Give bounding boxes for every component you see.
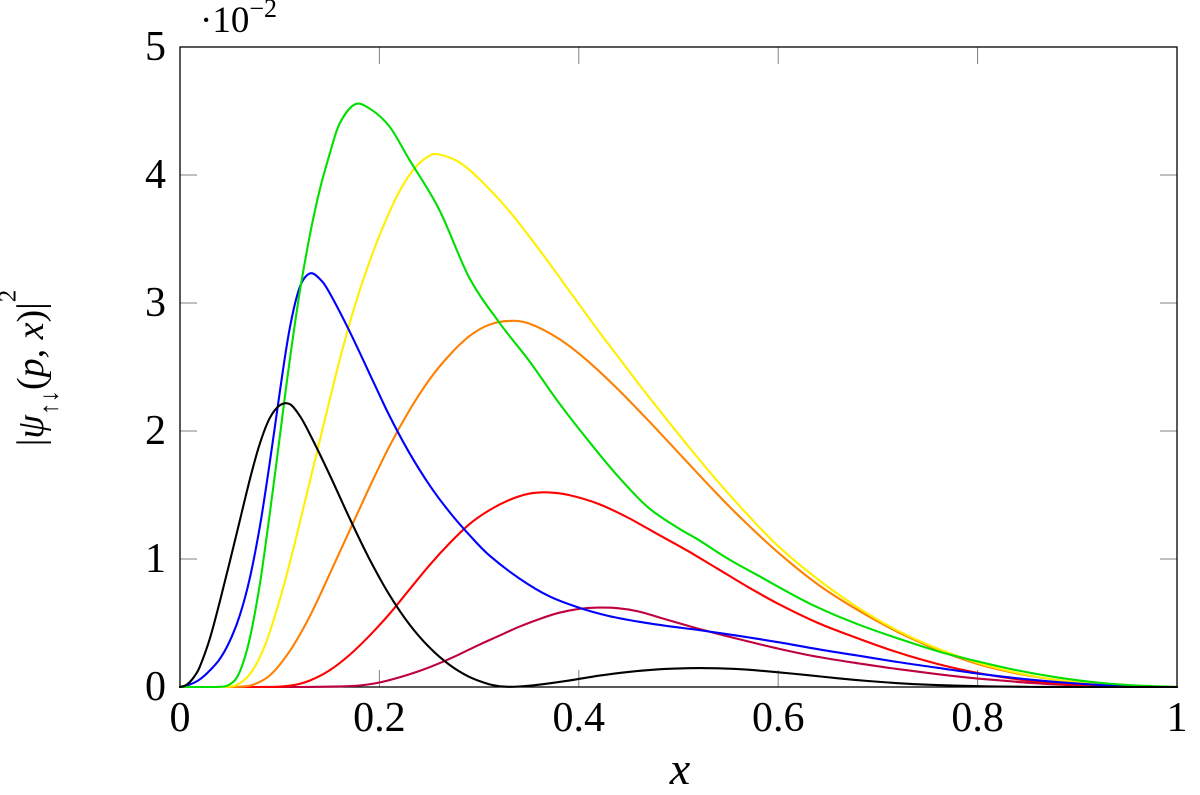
ylabel-exponent: 2 bbox=[0, 290, 21, 303]
multiplier-exponent: −2 bbox=[249, 0, 277, 23]
x-tick-label-1: 1 bbox=[1166, 695, 1188, 741]
ylabel-psi: ψ bbox=[10, 415, 53, 439]
y-tick-label-4: 4 bbox=[145, 152, 166, 198]
x-tick-label-0: 0 bbox=[169, 695, 191, 741]
ylabel-vars: p, x bbox=[10, 322, 53, 378]
ylabel-paren-open: ( bbox=[10, 377, 53, 391]
y-axis-multiplier: ·10−2 bbox=[200, 0, 277, 41]
y-tick-label-1: 1 bbox=[145, 536, 166, 582]
y-tick-label-2: 2 bbox=[145, 408, 166, 454]
ylabel-paren-close: )| bbox=[10, 302, 53, 323]
y-tick-label-5: 5 bbox=[145, 24, 166, 70]
x-tick-label-0.6: 0.6 bbox=[751, 695, 805, 741]
curve-red bbox=[178, 491, 1179, 689]
x-tick-label-0.2: 0.2 bbox=[353, 695, 406, 741]
curve-black bbox=[178, 402, 1179, 689]
y-tick-label-3: 3 bbox=[145, 280, 166, 326]
curve-yellow bbox=[178, 152, 1179, 689]
curve-orange bbox=[178, 319, 1179, 689]
curve-blue bbox=[178, 272, 1179, 689]
x-tick-label-0.8: 0.8 bbox=[951, 695, 1004, 741]
y-tick-label-0: 0 bbox=[145, 664, 166, 710]
curve-green bbox=[178, 102, 1179, 689]
ylabel-bar-open: | bbox=[10, 438, 53, 447]
multiplier-base: ·10 bbox=[200, 0, 250, 41]
curve-purple bbox=[178, 606, 1179, 689]
axis-frame bbox=[179, 46, 1178, 688]
x-axis-label: x bbox=[669, 743, 691, 794]
y-axis-label: |ψ↑↓(p, x)|2 bbox=[0, 290, 64, 447]
x-tick-label-0.4: 0.4 bbox=[552, 695, 606, 741]
ylabel-subscript: ↑↓ bbox=[36, 390, 64, 416]
